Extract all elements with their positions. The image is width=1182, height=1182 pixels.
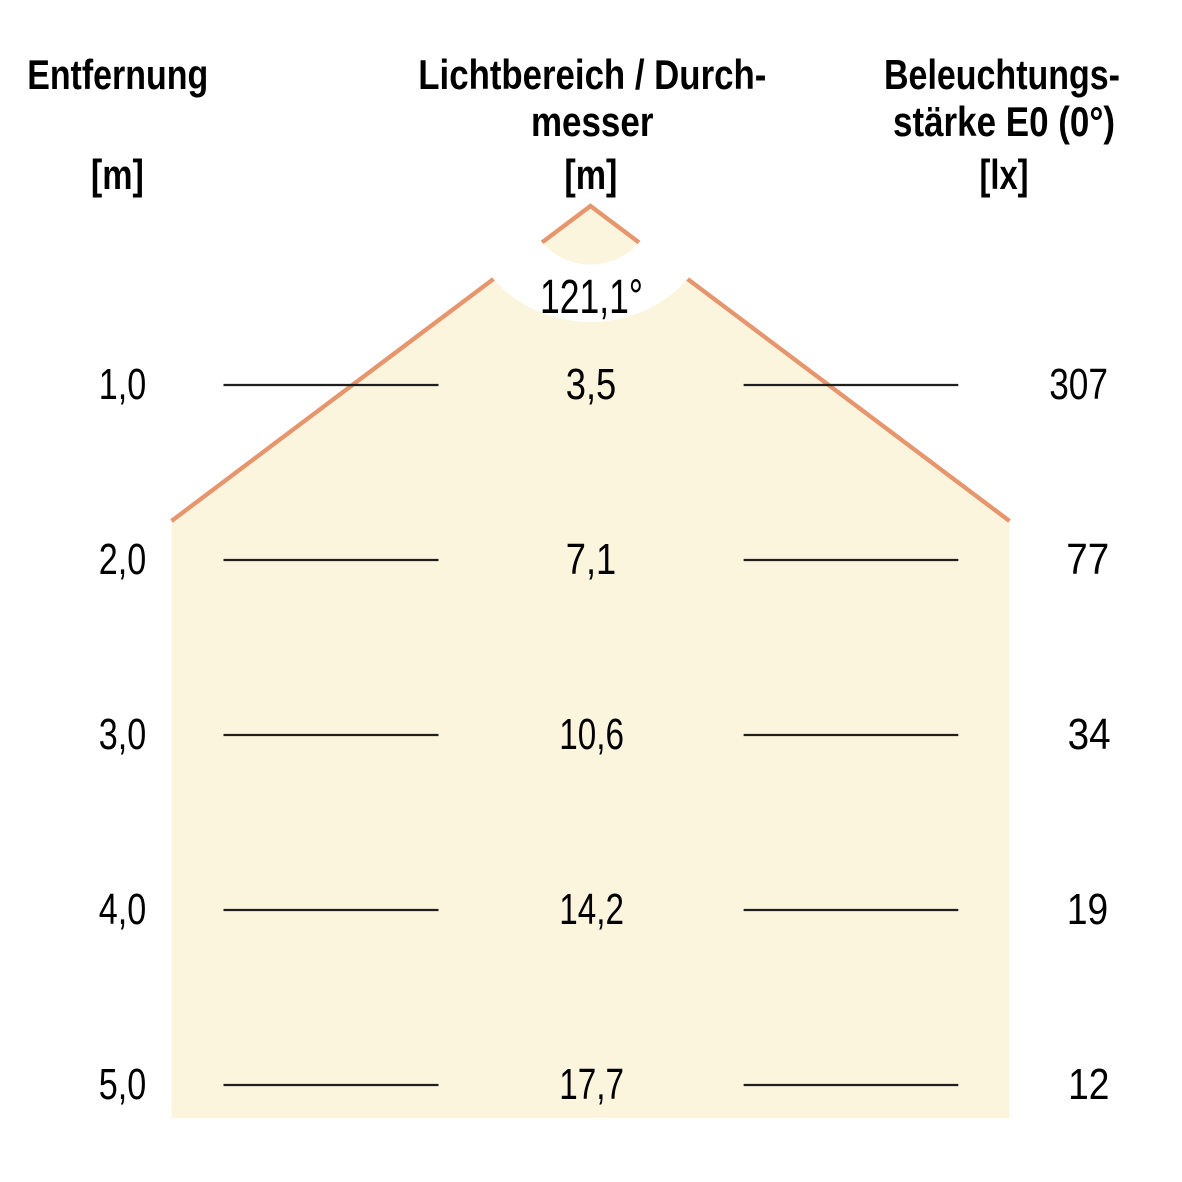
svg-text:2,0: 2,0 xyxy=(99,535,147,584)
svg-text:19: 19 xyxy=(1067,885,1108,934)
svg-text:Entfernung: Entfernung xyxy=(27,51,208,98)
svg-text:3,0: 3,0 xyxy=(99,710,147,759)
svg-text:[lx]: [lx] xyxy=(980,151,1029,198)
svg-text:5,0: 5,0 xyxy=(99,1060,147,1109)
svg-text:1,0: 1,0 xyxy=(99,360,147,409)
svg-text:10,6: 10,6 xyxy=(559,710,624,759)
svg-text:14,2: 14,2 xyxy=(559,885,624,934)
svg-text:77: 77 xyxy=(1066,535,1109,584)
svg-text:121,1°: 121,1° xyxy=(540,270,643,324)
svg-text:Beleuchtungs-: Beleuchtungs- xyxy=(884,51,1120,98)
svg-text:3,5: 3,5 xyxy=(566,360,617,409)
svg-text:[m]: [m] xyxy=(91,151,144,198)
svg-text:12: 12 xyxy=(1068,1060,1109,1109)
svg-text:stärke E0 (0°): stärke E0 (0°) xyxy=(893,98,1115,145)
svg-text:17,7: 17,7 xyxy=(559,1060,624,1109)
svg-text:307: 307 xyxy=(1049,360,1108,409)
svg-text:Lichtbereich / Durch-: Lichtbereich / Durch- xyxy=(418,51,766,98)
svg-text:34: 34 xyxy=(1068,710,1111,759)
svg-text:messer: messer xyxy=(531,98,654,145)
svg-text:[m]: [m] xyxy=(564,151,617,198)
svg-text:7,1: 7,1 xyxy=(566,535,617,584)
svg-text:4,0: 4,0 xyxy=(99,885,147,934)
